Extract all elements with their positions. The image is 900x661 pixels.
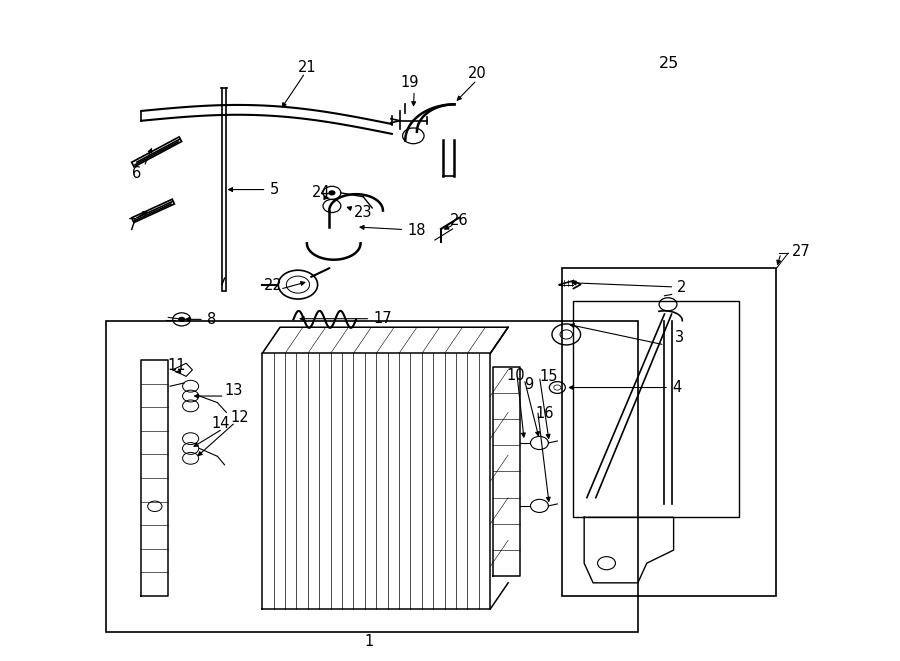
Text: 15: 15 <box>539 369 558 384</box>
Text: 16: 16 <box>536 407 554 421</box>
Text: 23: 23 <box>347 205 372 220</box>
Text: 25: 25 <box>659 56 680 71</box>
Text: 4: 4 <box>570 380 681 395</box>
Text: 20: 20 <box>467 66 486 81</box>
Bar <box>105 321 638 632</box>
Text: 12: 12 <box>230 410 249 424</box>
Text: 19: 19 <box>400 75 419 91</box>
Bar <box>562 268 777 596</box>
Text: 1: 1 <box>364 635 374 649</box>
Text: 2: 2 <box>572 280 687 295</box>
Text: 22: 22 <box>264 278 283 293</box>
Text: 14: 14 <box>212 416 230 431</box>
Bar <box>573 301 739 518</box>
Text: 11: 11 <box>167 358 185 373</box>
Text: 6: 6 <box>132 166 141 180</box>
Text: 5: 5 <box>229 182 279 197</box>
Text: 27: 27 <box>792 245 810 259</box>
Text: 24: 24 <box>312 185 330 200</box>
Circle shape <box>178 317 185 322</box>
Circle shape <box>328 190 336 196</box>
Text: 13: 13 <box>224 383 243 399</box>
Text: 17: 17 <box>301 311 392 326</box>
Text: 9: 9 <box>524 377 534 392</box>
Text: 7: 7 <box>128 218 137 233</box>
Text: 3: 3 <box>675 330 685 344</box>
Text: 26: 26 <box>450 213 468 228</box>
Text: 10: 10 <box>507 368 525 383</box>
Text: 21: 21 <box>298 59 316 75</box>
Text: 18: 18 <box>360 223 426 238</box>
Text: 8: 8 <box>185 312 216 327</box>
